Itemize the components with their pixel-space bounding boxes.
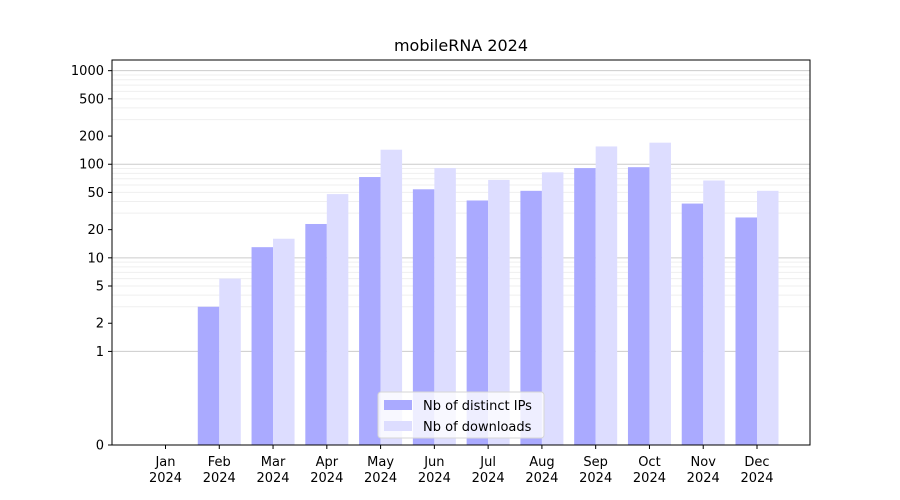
x-tick-label-year: 2024 bbox=[525, 471, 558, 486]
x-tick-label-month: Apr bbox=[316, 455, 339, 470]
x-tick-label-month: Mar bbox=[261, 455, 286, 470]
y-tick-label: 500 bbox=[79, 92, 104, 107]
legend: Nb of distinct IPs Nb of downloads bbox=[377, 391, 545, 439]
x-tick-label-month: Sep bbox=[583, 455, 608, 470]
bar-distinct-ips bbox=[251, 247, 274, 445]
chart-title: mobileRNA 2024 bbox=[394, 36, 528, 55]
x-tick-label-year: 2024 bbox=[687, 471, 720, 486]
y-tick-label: 0 bbox=[96, 439, 104, 454]
bar-downloads bbox=[273, 238, 295, 445]
bar-distinct-ips bbox=[627, 167, 650, 446]
x-tick-label-month: Feb bbox=[208, 455, 231, 470]
legend-label: Nb of downloads bbox=[423, 420, 532, 435]
bar-distinct-ips bbox=[197, 306, 220, 445]
bar-downloads bbox=[703, 180, 725, 446]
x-tick-label-month: Jun bbox=[423, 455, 444, 470]
x-tick-label-year: 2024 bbox=[310, 471, 343, 486]
x-tick-label-month: Dec bbox=[744, 455, 769, 470]
x-tick-label-month: Nov bbox=[691, 455, 717, 470]
y-tick-label: 200 bbox=[79, 130, 104, 145]
bar-downloads bbox=[434, 168, 456, 445]
x-tick-label-month: Aug bbox=[529, 455, 554, 470]
x-axis: Jan2024Feb2024Mar2024Apr2024May2024Jun20… bbox=[149, 445, 774, 486]
y-axis: 0 1 2 5 10 20 50 100 200 500 1000 bbox=[71, 64, 112, 454]
x-tick-label-year: 2024 bbox=[740, 471, 773, 486]
bar-downloads bbox=[541, 172, 564, 446]
bar-distinct-ips bbox=[359, 177, 381, 446]
bars bbox=[197, 142, 779, 446]
legend-swatch bbox=[384, 400, 412, 410]
y-tick-label: 50 bbox=[87, 186, 104, 201]
x-tick-label-month: Jan bbox=[154, 455, 175, 470]
bar-distinct-ips bbox=[305, 223, 327, 445]
bar-downloads bbox=[488, 179, 510, 445]
x-tick-label-year: 2024 bbox=[633, 471, 666, 486]
x-tick-label-year: 2024 bbox=[472, 471, 505, 486]
x-tick-label-year: 2024 bbox=[579, 471, 612, 486]
bar-downloads bbox=[649, 142, 671, 445]
y-tick-label: 1000 bbox=[71, 64, 104, 79]
bar-downloads bbox=[757, 190, 779, 445]
bar-distinct-ips bbox=[681, 203, 704, 445]
bar-distinct-ips bbox=[735, 217, 757, 445]
x-tick-label-year: 2024 bbox=[203, 471, 236, 486]
y-tick-label: 100 bbox=[79, 158, 104, 173]
x-tick-label-year: 2024 bbox=[364, 471, 397, 486]
legend-label: Nb of distinct IPs bbox=[423, 399, 532, 414]
legend-swatch bbox=[384, 421, 412, 431]
bar-distinct-ips bbox=[520, 190, 542, 445]
bar-downloads bbox=[595, 146, 618, 446]
x-tick-label-year: 2024 bbox=[418, 471, 451, 486]
bar-downloads bbox=[326, 194, 349, 445]
bar-downloads bbox=[380, 149, 403, 445]
y-tick-label: 1 bbox=[96, 345, 104, 360]
bar-downloads bbox=[219, 278, 241, 445]
x-tick-label-month: Oct bbox=[638, 455, 660, 470]
y-tick-label: 10 bbox=[87, 251, 104, 266]
y-tick-label: 20 bbox=[87, 223, 104, 238]
bar-distinct-ips bbox=[412, 189, 435, 445]
y-tick-label: 2 bbox=[96, 317, 104, 332]
x-tick-label-month: Jul bbox=[479, 455, 496, 470]
bar-distinct-ips bbox=[466, 200, 489, 445]
legend-box bbox=[377, 391, 545, 439]
bar-distinct-ips bbox=[574, 168, 596, 445]
x-tick-label-month: May bbox=[367, 455, 394, 470]
x-tick-label-year: 2024 bbox=[149, 471, 182, 486]
y-tick-label: 5 bbox=[96, 280, 104, 295]
x-tick-label-year: 2024 bbox=[256, 471, 289, 486]
plot-frame bbox=[111, 59, 811, 446]
